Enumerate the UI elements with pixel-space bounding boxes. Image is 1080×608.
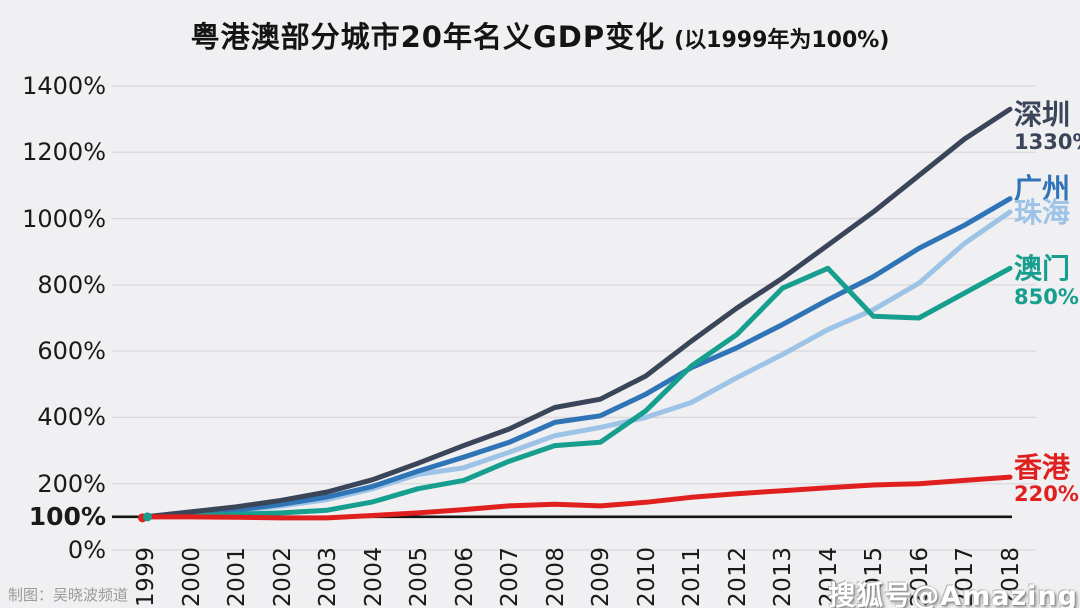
x-axis-tick-label-2004: 2004: [360, 546, 387, 607]
series-name-label-zhuhai: 珠海: [1014, 195, 1071, 229]
x-axis-tick-label-1999: 1999: [133, 546, 159, 607]
x-axis-tick-label-2012: 2012: [724, 546, 751, 607]
y-axis-tick-label-1000: 1000%: [22, 204, 106, 233]
y-axis-tick-label-400: 400%: [37, 403, 106, 432]
series-endvalue-label-hongkong: 220%: [1014, 482, 1079, 507]
x-axis-tick-label-2008: 2008: [542, 546, 569, 607]
watermark-text: 搜狐号@Amazing: [828, 581, 1078, 608]
x-axis-tick-label-2007: 2007: [497, 546, 524, 607]
series-name-label-guangzhou: 广州: [1014, 171, 1071, 205]
x-axis-tick-label-2001: 2001: [224, 546, 251, 607]
series-name-label-hongkong: 香港: [1014, 451, 1071, 485]
series-endvalue-label-macau: 850%: [1014, 285, 1079, 310]
y-axis-tick-label-0: 0%: [67, 536, 106, 564]
series-line-shenzhen: [142, 106, 1013, 520]
y-axis-tick-label-800: 800%: [37, 270, 106, 299]
x-axis-tick-label-2011: 2011: [679, 546, 706, 607]
chart-header: 粤港澳部分城市20年名义GDP变化 (以1999年为100%): [0, 14, 1080, 56]
x-axis-tick-label-2005: 2005: [406, 546, 433, 607]
x-axis-tick-label-2006: 2006: [451, 546, 478, 607]
series-line-hongkong: [142, 474, 1013, 521]
series-line-guangzhou: [142, 196, 1013, 520]
series-line-macau: [142, 265, 1013, 520]
credit-text: 制图：吴晓波频道: [8, 586, 129, 604]
y-axis-tick-label-1200: 1200%: [22, 138, 106, 167]
chart-subtitle: (以1999年为100%): [674, 28, 890, 53]
y-axis-tick-label-600: 600%: [37, 337, 106, 366]
x-axis-tick-label-2010: 2010: [633, 546, 660, 607]
x-axis-tick-label-2002: 2002: [269, 546, 296, 607]
y-axis-tick-label-200: 200%: [37, 469, 106, 498]
series-line-zhuhai: [142, 209, 1013, 520]
x-axis-tick-label-2013: 2013: [770, 546, 797, 607]
series-endvalue-label-shenzhen: 1330%: [1014, 130, 1080, 155]
x-axis-tick-label-2009: 2009: [588, 546, 615, 607]
start-dot-teal: [143, 512, 152, 522]
series-name-label-macau: 澳门: [1014, 252, 1071, 286]
series-name-label-shenzhen: 深圳: [1014, 98, 1071, 132]
y-axis-tick-label-1400: 1400%: [22, 72, 106, 100]
x-axis-tick-label-2000: 2000: [178, 546, 205, 607]
y-axis-tick-label-100: 100%: [28, 501, 106, 531]
chart-title: 粤港澳部分城市20年名义GDP变化: [190, 20, 666, 54]
x-axis-tick-label-2003: 2003: [315, 546, 342, 607]
